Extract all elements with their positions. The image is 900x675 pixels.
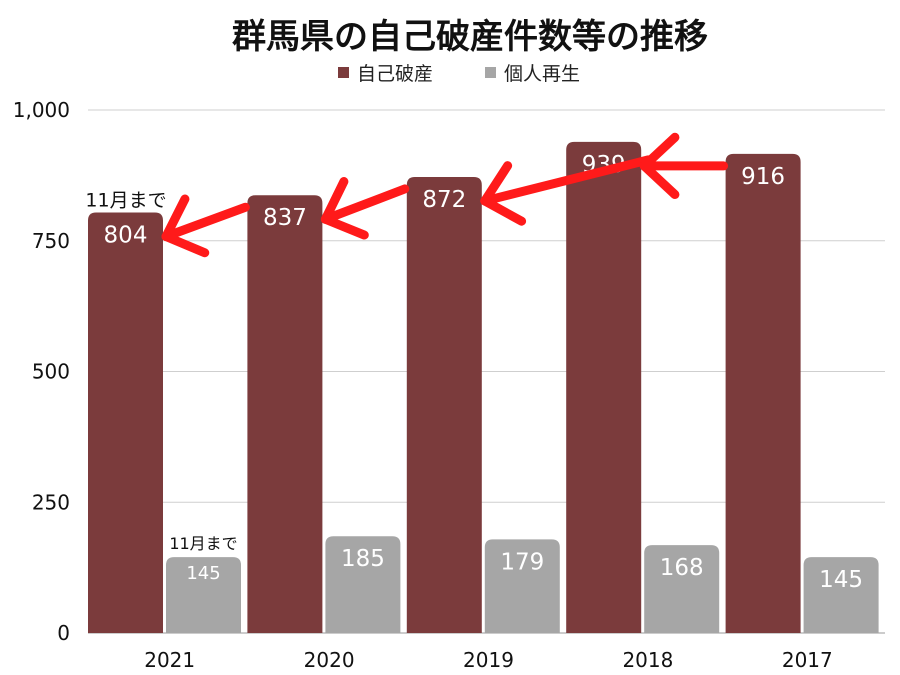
- bar-bankruptcy-2021: [88, 212, 163, 633]
- bar-rehabilitation-2017: [803, 557, 879, 633]
- bar-rehabilitation-2020: [325, 536, 401, 633]
- y-axis: 0 250 500 750 1,000: [13, 98, 70, 645]
- bar-rehabilitation-2021: [166, 557, 241, 633]
- chart-title: 群馬県の自己破産件数等の推移: [232, 17, 708, 57]
- arrow: [320, 177, 410, 240]
- arrow: [480, 155, 653, 226]
- x-axis: 2021 2020 2019 2018 2017: [144, 648, 833, 672]
- data-label: 804: [104, 223, 148, 249]
- bar-rehabilitation-2018: [644, 545, 720, 633]
- x-tick-label: 2021: [144, 648, 195, 672]
- y-tick-label: 750: [32, 229, 70, 253]
- arrow: [161, 194, 250, 258]
- data-label: 179: [500, 549, 544, 575]
- y-tick-label: 500: [32, 360, 70, 384]
- bar-bankruptcy-2019: [406, 176, 482, 633]
- legend-label-1: 個人再生: [504, 63, 580, 85]
- annotation-bankruptcy: 11月まで: [85, 190, 166, 212]
- x-tick-label: 2017: [782, 648, 833, 672]
- x-tick-label: 2020: [304, 648, 355, 672]
- data-label: 145: [186, 563, 220, 584]
- annotation-rehabilitation: 11月まで: [169, 534, 237, 553]
- y-tick-label: 1,000: [13, 98, 70, 122]
- data-label: 872: [422, 187, 466, 213]
- legend: 自己破産 個人再生: [338, 63, 580, 85]
- y-tick-label: 250: [32, 490, 70, 514]
- x-tick-label: 2018: [622, 648, 673, 672]
- legend-swatch-0: [338, 67, 349, 78]
- bar-bankruptcy-2018: [566, 141, 642, 633]
- arrows: [161, 132, 729, 258]
- data-label: 916: [741, 164, 785, 190]
- data-label: 185: [341, 546, 385, 572]
- legend-swatch-1: [485, 67, 496, 78]
- data-label: 168: [660, 555, 704, 581]
- x-tick-label: 2019: [463, 648, 514, 672]
- bar-bankruptcy-2020: [247, 195, 323, 633]
- bar-rehabilitation-2019: [484, 539, 560, 633]
- y-tick-label: 0: [57, 621, 70, 645]
- legend-label-0: 自己破産: [357, 63, 433, 85]
- data-label: 837: [263, 205, 307, 231]
- arrow: [639, 132, 729, 200]
- data-label: 145: [819, 567, 863, 593]
- bar-bankruptcy-2017: [725, 153, 801, 633]
